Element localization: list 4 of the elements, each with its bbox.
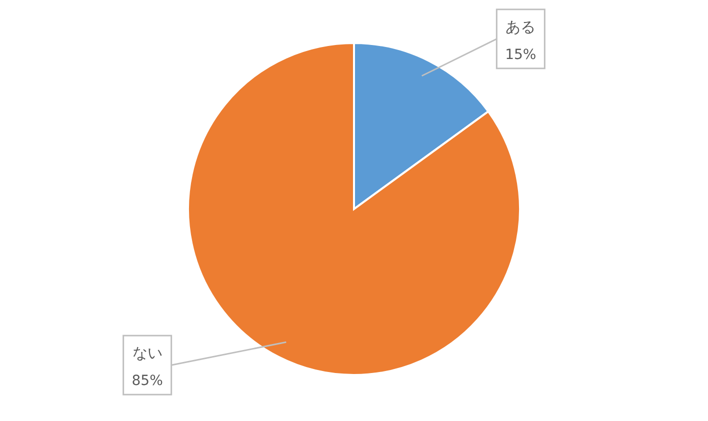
data-label: 85%	[132, 373, 163, 390]
slice-label: ない	[132, 344, 162, 362]
data-label: 15%	[505, 46, 536, 63]
slice-label: ある	[506, 18, 536, 36]
